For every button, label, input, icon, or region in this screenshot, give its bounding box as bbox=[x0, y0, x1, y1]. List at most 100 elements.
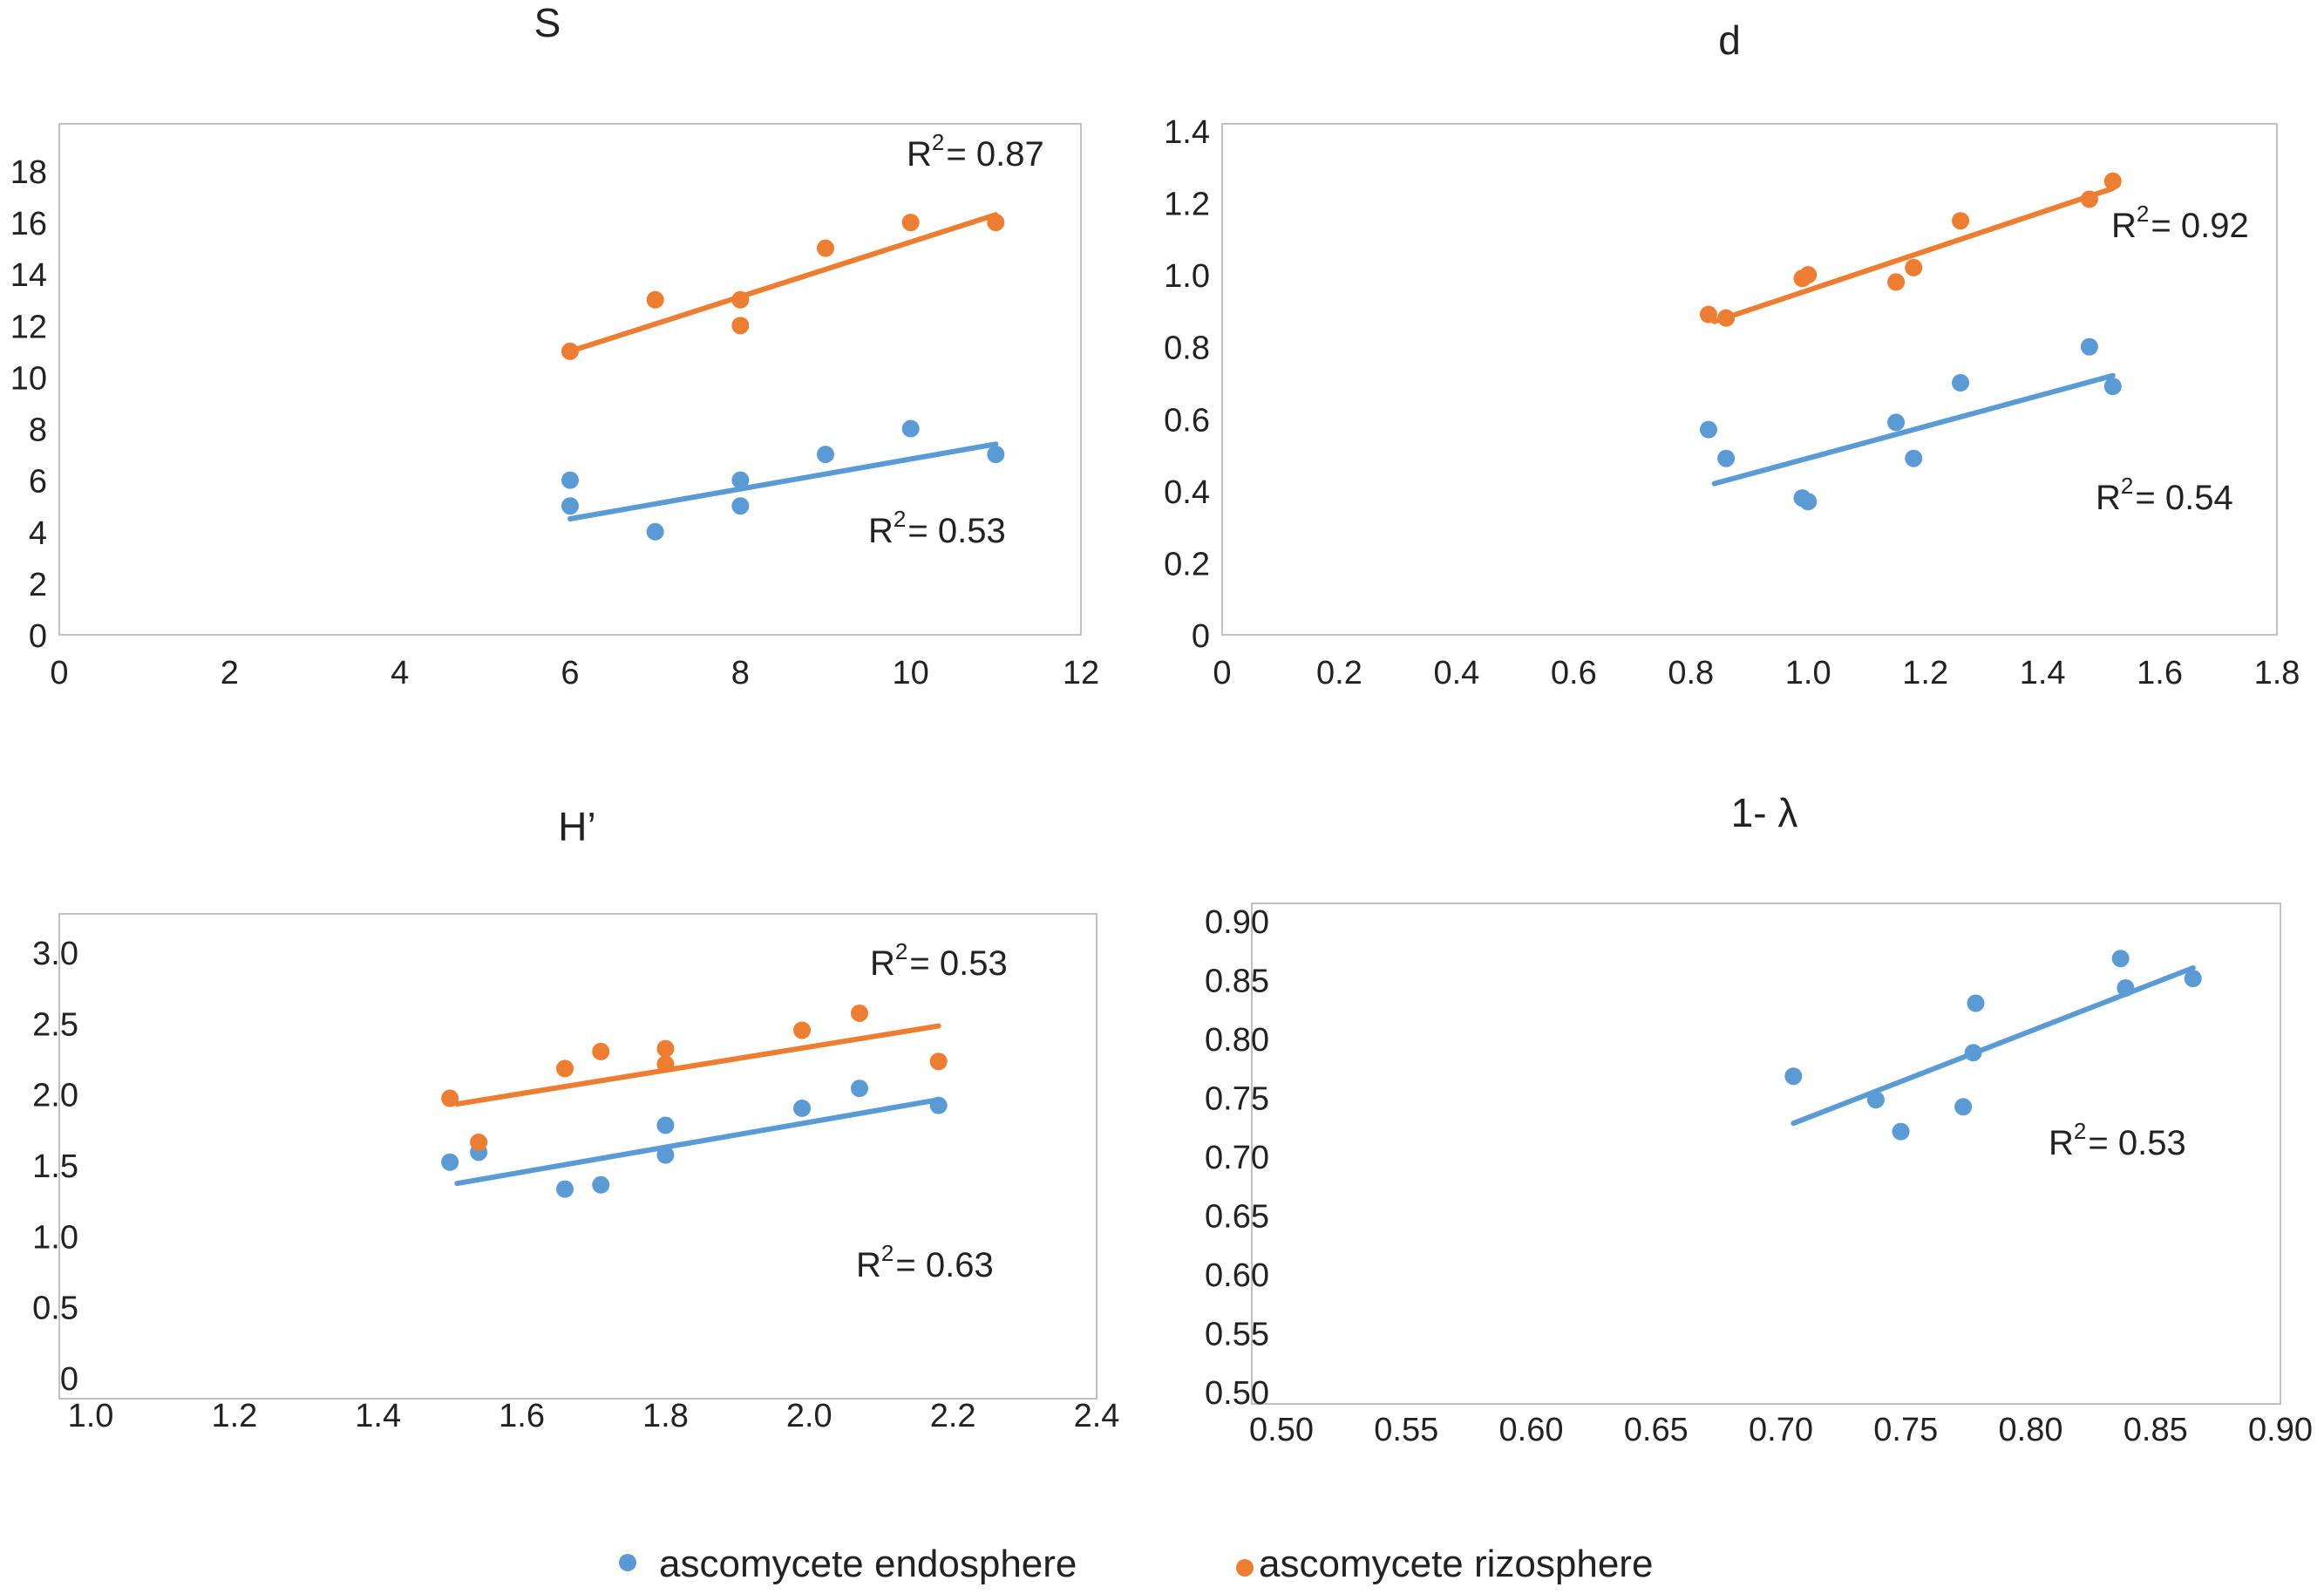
data-point bbox=[656, 1116, 675, 1134]
x-tick-label: 0.4 bbox=[1433, 655, 1479, 691]
y-tick-label: 2 bbox=[29, 567, 47, 603]
chart-simpson: 1- λ 0.50 0.55 0.60 0.65 0.70 0.75 0.80 0.85 0.9… bbox=[1205, 790, 2313, 1448]
data-point bbox=[1717, 449, 1736, 467]
data-point bbox=[1964, 1044, 1982, 1062]
y-tick-label: 0.85 bbox=[1205, 964, 1269, 1000]
data-point bbox=[561, 497, 579, 515]
data-point bbox=[592, 1175, 610, 1194]
chart-title: S bbox=[534, 0, 561, 45]
x-tick-label: 1.6 bbox=[499, 1398, 545, 1434]
x-tick-label: 0.60 bbox=[1499, 1412, 1564, 1448]
y-tick-label: 0.65 bbox=[1205, 1199, 1269, 1236]
data-point bbox=[731, 471, 750, 489]
data-point bbox=[561, 471, 579, 489]
r-squared-label: R2= 0.53 bbox=[2049, 1118, 2186, 1162]
y-tick-label: 10 bbox=[10, 360, 47, 397]
data-point bbox=[646, 522, 664, 541]
data-point bbox=[850, 1080, 868, 1098]
trendline bbox=[1711, 372, 2116, 487]
x-tick-label: 0.90 bbox=[2248, 1412, 2313, 1448]
chart-d: d 0 0.2 0.4 0.6 0.8 1.0 1.2 1.4 1.6 1.8 0 0.2 0.4 0.6… bbox=[1164, 17, 2300, 691]
data-point bbox=[817, 446, 834, 464]
x-tick-label: 1.4 bbox=[355, 1398, 401, 1434]
data-point bbox=[987, 446, 1005, 464]
y-tick-label: 2.0 bbox=[32, 1078, 78, 1114]
x-tick-label: 4 bbox=[391, 655, 409, 691]
data-point bbox=[987, 214, 1005, 232]
data-point bbox=[1952, 374, 1969, 392]
data-point bbox=[556, 1180, 574, 1198]
data-point bbox=[731, 290, 750, 309]
y-tick-label: 0.90 bbox=[1205, 904, 1269, 941]
y-tick-label: 1.4 bbox=[1164, 114, 1210, 151]
y-tick-label: 0.6 bbox=[1164, 402, 1210, 439]
y-tick-label: 3.0 bbox=[32, 936, 78, 972]
x-tick-label: 0.8 bbox=[1668, 655, 1714, 691]
x-tick-label: 0.80 bbox=[1999, 1412, 2063, 1448]
trendline bbox=[454, 1023, 941, 1107]
data-point bbox=[731, 497, 750, 515]
x-tick-label: 0 bbox=[1213, 655, 1231, 691]
data-point bbox=[1699, 305, 1717, 324]
data-point bbox=[731, 317, 750, 335]
x-tick-label: 1.6 bbox=[2137, 655, 2183, 691]
data-point bbox=[1784, 1067, 1803, 1086]
data-point bbox=[656, 1146, 675, 1164]
x-tick-label: 1.0 bbox=[68, 1398, 114, 1434]
y-tick-label: 0.80 bbox=[1205, 1022, 1269, 1059]
y-tick-label: 0.5 bbox=[32, 1291, 78, 1327]
data-point bbox=[1717, 309, 1736, 327]
data-point bbox=[817, 239, 834, 257]
data-point bbox=[901, 419, 920, 438]
chart-title: 1- λ bbox=[1731, 790, 1798, 835]
data-point bbox=[793, 1099, 812, 1117]
x-tick-label: 2 bbox=[221, 655, 239, 691]
trendline bbox=[567, 212, 999, 354]
data-point bbox=[1905, 449, 1923, 467]
data-point bbox=[556, 1059, 574, 1078]
data-point bbox=[1799, 493, 1818, 511]
data-point bbox=[1887, 273, 1906, 291]
trendline bbox=[1711, 186, 2116, 324]
x-tick-label: 0.65 bbox=[1624, 1412, 1689, 1448]
y-tick-label: 18 bbox=[10, 154, 47, 191]
data-point bbox=[901, 214, 920, 232]
data-point bbox=[2117, 978, 2135, 997]
data-point bbox=[850, 1004, 868, 1022]
data-point bbox=[1905, 258, 1923, 276]
y-tick-label: 14 bbox=[10, 257, 47, 294]
y-tick-label: 2.5 bbox=[32, 1006, 78, 1043]
y-tick-label: 0 bbox=[29, 618, 47, 655]
data-point bbox=[1699, 420, 1717, 439]
x-tick-label: 6 bbox=[561, 655, 579, 691]
y-tick-label: 0.50 bbox=[1205, 1375, 1269, 1412]
legend-label-rizosphere: ascomycete rizosphere bbox=[1259, 1543, 1653, 1585]
y-tick-label: 12 bbox=[10, 309, 47, 345]
x-tick-label: 0.85 bbox=[2124, 1412, 2188, 1448]
x-tick-label: 12 bbox=[1063, 655, 1099, 691]
data-point bbox=[656, 1055, 675, 1073]
y-tick-label: 0.4 bbox=[1164, 474, 1210, 511]
plot-area-border bbox=[1221, 123, 2278, 636]
y-tick-label: 0 bbox=[1192, 618, 1210, 655]
y-tick-label: 0.8 bbox=[1164, 330, 1210, 367]
data-point bbox=[2103, 172, 2122, 190]
chart-S: S 0 2 4 6 8 10 12 0 2 4 6 8 10 12 14 16 18 R2= 0.53 R2= 0.… bbox=[10, 0, 1099, 691]
x-tick-label: 0.70 bbox=[1749, 1412, 1813, 1448]
data-point bbox=[929, 1096, 948, 1114]
x-tick-label: 1.2 bbox=[211, 1398, 257, 1434]
x-tick-label: 1.8 bbox=[2254, 655, 2300, 691]
data-point bbox=[561, 342, 579, 360]
data-point bbox=[470, 1133, 488, 1151]
legend-marker-endosphere bbox=[619, 1554, 636, 1571]
data-point bbox=[2111, 950, 2130, 968]
y-tick-label: 0.2 bbox=[1164, 546, 1210, 582]
x-tick-label: 10 bbox=[893, 655, 929, 691]
data-point bbox=[441, 1153, 459, 1171]
x-tick-label: 1.4 bbox=[2020, 655, 2066, 691]
x-tick-label: 2.0 bbox=[786, 1398, 832, 1434]
data-point bbox=[1866, 1091, 1885, 1109]
x-tick-label: 0.50 bbox=[1249, 1412, 1314, 1448]
data-point bbox=[929, 1052, 948, 1071]
y-tick-label: 8 bbox=[29, 412, 47, 449]
